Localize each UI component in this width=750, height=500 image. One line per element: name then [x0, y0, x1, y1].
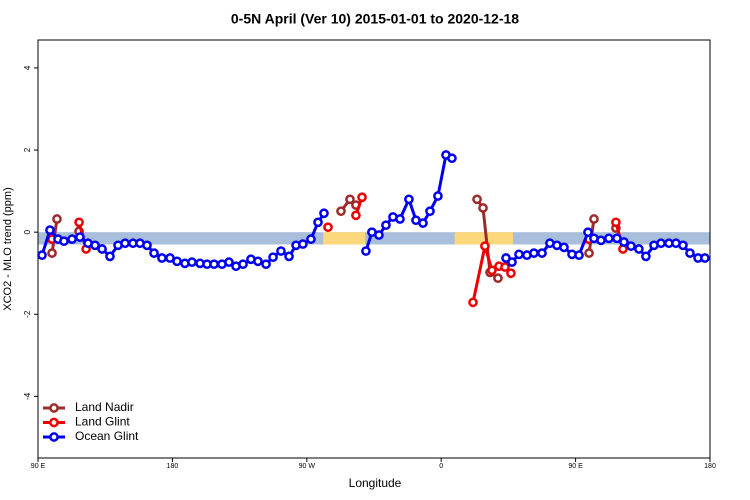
series-point	[298, 239, 308, 249]
series-point	[120, 238, 130, 249]
x-tick-label: 90 E	[31, 463, 46, 470]
series-point	[313, 217, 323, 228]
series-point	[105, 251, 115, 262]
series-point	[447, 153, 457, 164]
series-point	[268, 252, 278, 263]
series-point	[395, 214, 405, 224]
ocean-band	[38, 232, 710, 245]
y-tick-label: 4	[23, 65, 32, 70]
series-point	[433, 191, 443, 201]
series-point	[319, 208, 329, 219]
y-axis-label: XCO2 - MLO trend (ppm)	[2, 187, 14, 310]
series-point	[361, 246, 371, 256]
plot-frame	[37, 39, 711, 459]
series-point	[52, 214, 62, 224]
series-point	[224, 257, 234, 267]
series-point	[619, 237, 629, 247]
series-point	[507, 257, 517, 267]
series-line	[475, 198, 499, 280]
series-point	[404, 194, 414, 205]
y-tick-label: 0	[23, 229, 32, 234]
x-tick-label: 0	[439, 463, 443, 470]
series-point	[656, 238, 666, 249]
series-point	[472, 194, 482, 205]
series-point	[418, 218, 428, 228]
series-point	[374, 230, 384, 240]
y-tick-label: -2	[23, 310, 32, 318]
series-point	[537, 248, 547, 258]
series-point	[493, 273, 503, 284]
legend-label: Land Nadir	[75, 400, 134, 414]
series-point	[685, 248, 695, 258]
series-point	[700, 253, 710, 263]
series-point	[253, 256, 263, 267]
series-point	[584, 248, 594, 258]
series-point	[634, 244, 644, 254]
series-point	[306, 234, 316, 244]
series-point	[500, 262, 510, 272]
legend-label: Ocean Glint	[75, 429, 139, 443]
y-tick-label: 2	[23, 147, 32, 152]
series-point	[336, 206, 346, 217]
series-point	[323, 222, 333, 233]
series-point	[381, 220, 391, 231]
series-point	[187, 257, 197, 267]
x-tick-label: 90 E	[568, 463, 583, 470]
series-point	[75, 232, 85, 242]
legend-label: Land Glint	[75, 415, 130, 429]
series-point	[209, 259, 219, 270]
series-point	[345, 194, 355, 205]
x-tick-label: 180	[167, 463, 179, 470]
series-point	[468, 297, 478, 308]
series-point	[604, 233, 614, 244]
series-point	[626, 241, 636, 251]
series-point	[506, 268, 516, 279]
series-point	[589, 214, 599, 224]
series-point	[157, 253, 167, 263]
series-point	[238, 259, 248, 270]
x-tick-label: 90 W	[299, 463, 316, 470]
land-band	[323, 232, 366, 245]
series-point	[90, 240, 100, 251]
series-point	[37, 250, 47, 261]
series-point	[425, 206, 435, 217]
series-point	[97, 244, 107, 254]
series-point	[47, 248, 57, 258]
series-point	[574, 250, 584, 261]
series-point	[480, 241, 490, 251]
series-point	[514, 249, 524, 260]
series-point	[611, 217, 621, 228]
x-axis-label: Longitude	[349, 476, 402, 490]
series-point	[149, 248, 159, 258]
chart-title: 0-5N April (Ver 10) 2015-01-01 to 2020-1…	[231, 11, 519, 27]
series-point	[45, 225, 55, 235]
series-point	[678, 240, 688, 251]
series-point	[357, 192, 367, 203]
series-point	[74, 217, 84, 228]
series-point	[59, 236, 69, 247]
series-point	[67, 234, 77, 244]
series-point	[487, 265, 497, 276]
series-point	[284, 251, 294, 262]
series-point	[478, 203, 488, 213]
land-band	[454, 232, 513, 245]
series-point	[276, 246, 286, 256]
legend-marker	[49, 417, 59, 428]
series-point	[529, 248, 539, 258]
series-point	[641, 251, 651, 262]
series-point	[583, 227, 593, 238]
x-tick-label: 180	[704, 463, 716, 470]
series-point	[142, 240, 152, 251]
series-point	[261, 259, 271, 270]
series-point	[351, 210, 361, 221]
legend-marker	[49, 403, 59, 413]
series-point	[172, 256, 182, 267]
series-point	[559, 242, 569, 253]
series-point	[596, 235, 606, 246]
y-tick-label: -4	[23, 392, 32, 400]
legend-marker	[49, 432, 59, 442]
series-point	[612, 233, 622, 244]
